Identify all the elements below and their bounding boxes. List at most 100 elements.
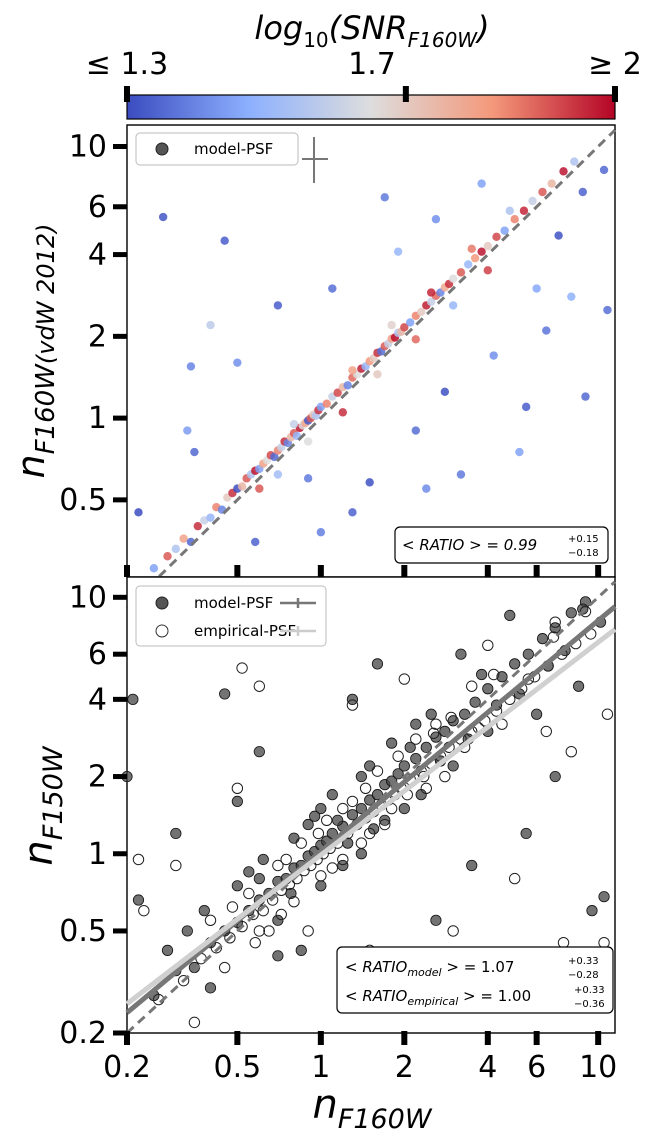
top-x-ticks [124, 565, 602, 577]
bottom-legend-label-empirical: empirical-PSF [194, 622, 296, 640]
bottom-model-point [332, 814, 344, 826]
top-stats-sub: −0.18 [568, 548, 599, 559]
bottom-empirical-point [359, 782, 372, 794]
top-scatter-point [599, 165, 609, 175]
bottom-empirical-point [565, 746, 577, 758]
bottom-empirical-point [447, 925, 459, 937]
colorbar-title: log10(SNRF160W) [254, 9, 489, 52]
bottom-empirical-point [253, 925, 266, 937]
bottom-model-point [337, 859, 349, 872]
bottom-stats-empirical-suffix: > = 1.00 [458, 987, 531, 1005]
bottom-stats-box: < RATIOmodel > = 1.07 +0.33 −0.28 < RATI… [336, 946, 614, 1014]
top-scatter-point [343, 381, 352, 390]
top-scatter-point [186, 362, 196, 371]
top-scatter-point [303, 437, 313, 446]
bottom-model-point [127, 693, 139, 705]
top-one-to-one-line [125, 128, 617, 610]
bottom-empirical-point [132, 853, 145, 866]
bottom-model-point [231, 795, 243, 808]
top-legend-marker-model [155, 142, 169, 156]
top-y-tick [113, 415, 127, 421]
bottom-model-point [315, 802, 327, 815]
bottom-empirical-point [579, 605, 592, 618]
bottom-stats-model-sub: −0.28 [568, 970, 599, 981]
bottom-empirical-point [204, 914, 217, 927]
top-x-tick [533, 565, 540, 577]
top-error-cross [302, 137, 328, 183]
bottom-empirical-point [445, 711, 457, 724]
bottom-model-point [326, 789, 338, 801]
colorbar-tick-label-mid: 1.7 [348, 47, 396, 82]
bottom-empirical-point [337, 853, 349, 866]
bottom-stats-model-prefix: < RATIO [345, 958, 408, 976]
bottom-model-point [364, 794, 376, 806]
top-scatter-point [289, 419, 299, 429]
top-scatter-point [233, 358, 242, 367]
top-scatter-point [411, 426, 421, 435]
bottom-empirical-point [170, 859, 182, 872]
top-scatter-point [510, 214, 519, 224]
bottom-empirical-point [138, 904, 150, 917]
top-panel: 0.5 1 2 4 6 10 model-PSF < RATIO > = 0.99 +0.… [9, 124, 617, 610]
top-scatter-point [554, 231, 563, 240]
top-y-tick-label: 6 [88, 190, 107, 225]
bottom-x-tick [234, 1031, 241, 1045]
bottom-empirical-point [487, 668, 500, 681]
bottom-x-tick [533, 1031, 540, 1045]
x-axis-title: nF160W [312, 1082, 432, 1129]
bottom-model-point [253, 746, 265, 758]
top-scatter-point [477, 247, 486, 256]
x-axis-title-sub: F160W [338, 1104, 433, 1129]
top-scatter-point [190, 447, 199, 457]
top-x-tick [484, 565, 491, 577]
top-x-tick [317, 565, 324, 577]
top-y-axis-title: nF160W(vdW 2012) [9, 224, 61, 479]
bottom-empirical-point [398, 673, 411, 685]
top-x-tick [595, 565, 602, 577]
bottom-y-ticks: 0.2 0.5 1 2 4 6 10 [59, 580, 127, 1051]
top-legend-box [135, 132, 299, 166]
top-scatter-point [456, 470, 466, 479]
top-scatter-point [581, 392, 590, 401]
colorbar-tick [612, 86, 618, 102]
bottom-model-point [586, 905, 598, 917]
bottom-model-point [536, 633, 549, 645]
bottom-model-point [398, 802, 410, 815]
bottom-model-point [430, 914, 442, 926]
bottom-y-tick-label: 10 [69, 580, 107, 615]
bottom-y-tick [113, 594, 127, 600]
top-scatter-point [158, 212, 168, 222]
top-scatter-point [470, 253, 480, 263]
top-scatter-point [559, 167, 568, 176]
bottom-model-point [257, 853, 269, 866]
bottom-model-point [522, 648, 534, 660]
top-y-axis-title-paren: (vdW 2012) [32, 224, 60, 365]
top-scatter-point [570, 157, 579, 166]
top-scatter-point [406, 318, 415, 327]
bottom-empirical-point [547, 631, 560, 643]
top-scatter-point [492, 232, 501, 242]
bottom-empirical-point [410, 733, 422, 745]
bottom-model-point [404, 741, 416, 753]
bottom-fit-line-model [125, 604, 617, 1015]
bottom-x-tick [595, 1031, 602, 1045]
bottom-model-point [469, 696, 481, 708]
top-scatter-point [387, 320, 396, 330]
top-scatter-point [393, 247, 403, 256]
bottom-empirical-point [275, 908, 287, 921]
top-scatter-point [193, 521, 202, 531]
bottom-model-point [430, 731, 442, 743]
bottom-empirical-point [312, 827, 325, 840]
top-y-ticks: 0.5 1 2 4 6 10 [59, 130, 127, 518]
bottom-x-tick [317, 1031, 324, 1045]
top-scatter-point [483, 266, 493, 275]
bottom-x-tick-label: 1 [311, 1050, 330, 1085]
top-legend: model-PSF [135, 132, 299, 166]
top-y-axis-title-sub: F160W [31, 363, 61, 455]
bottom-model-point [302, 818, 314, 831]
bottom-model-point [415, 789, 427, 801]
bottom-empirical-point [243, 887, 255, 900]
top-scatter-point [500, 226, 509, 235]
bottom-fit-lines [125, 580, 617, 1035]
